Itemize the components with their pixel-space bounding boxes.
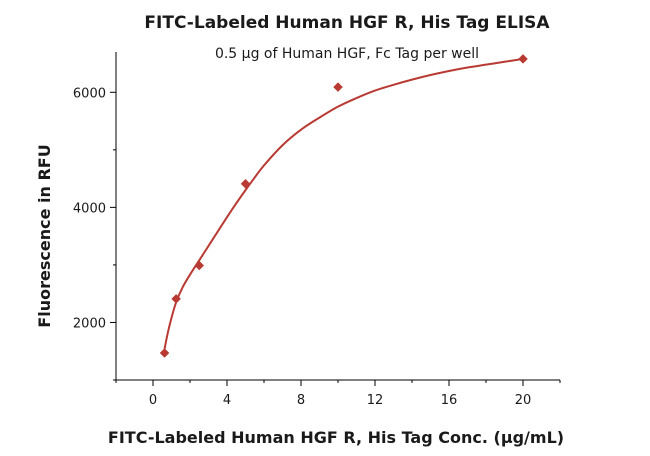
- data-point-diamond: [518, 54, 528, 64]
- x-tick-label: 4: [223, 393, 231, 408]
- data-point-diamond: [194, 260, 205, 271]
- fit-curve-line: [163, 57, 524, 350]
- x-tick-label: 16: [441, 393, 458, 408]
- x-tick-label: 8: [297, 393, 305, 408]
- data-point-diamond: [240, 178, 251, 189]
- plot-area: 0 4 8 12 16 20 2000 4000 6000: [73, 52, 561, 408]
- y-tick-label: 4000: [73, 201, 106, 216]
- data-point-diamond: [159, 348, 170, 358]
- x-tick-label: 0: [149, 393, 157, 408]
- x-axis-label: FITC-Labeled Human HGF R, His Tag Conc. …: [108, 428, 564, 447]
- y-tick-label: 2000: [73, 316, 106, 331]
- data-point-diamond: [171, 294, 181, 304]
- y-tick-label: 6000: [73, 86, 106, 101]
- chart-title: FITC-Labeled Human HGF R, His Tag ELISA: [144, 13, 550, 33]
- x-tick-label: 12: [367, 393, 384, 408]
- x-tick-label: 20: [515, 393, 532, 408]
- data-point-diamond: [333, 82, 343, 92]
- y-axis-label: Fluorescence in RFU: [35, 144, 54, 327]
- chart-subtitle: 0.5 μg of Human HGF, Fc Tag per well: [215, 46, 479, 62]
